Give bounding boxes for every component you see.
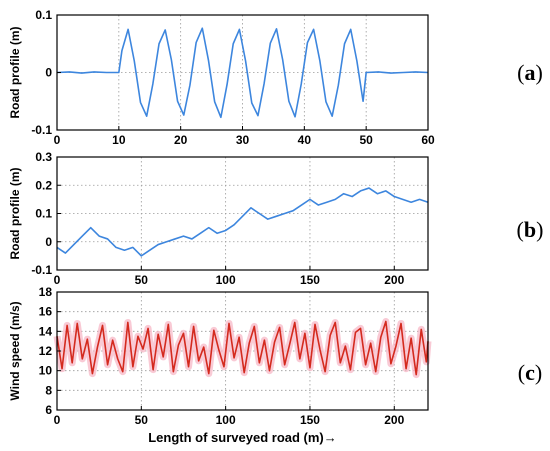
- panel-label-letter: a: [525, 60, 536, 85]
- panel-label-open: (: [518, 360, 525, 385]
- y-tick-label: 12: [39, 344, 53, 358]
- series-line: [56, 320, 429, 376]
- y-tick-label: -0.1: [31, 263, 52, 277]
- x-tick-label: 200: [384, 413, 404, 427]
- panel-label-letter: c: [525, 360, 535, 385]
- x-tick-label: 30: [236, 133, 250, 147]
- x-tick-label: 60: [421, 133, 435, 147]
- x-tick-label: 150: [300, 273, 320, 287]
- x-tick-label: 0: [54, 133, 61, 147]
- panel-label-close: ): [535, 360, 542, 385]
- x-tick-label: 20: [174, 133, 188, 147]
- y-tick-label: 0.1: [35, 8, 52, 22]
- x-tick-label: 100: [216, 273, 236, 287]
- panel-label-letter: b: [524, 217, 536, 242]
- panel-c: 0 50 100 150 200 6 8 10 12 14 16 18 Wind speed (m/s)…: [8, 285, 542, 445]
- y-tick-label: 16: [39, 305, 53, 319]
- y-tick-label: 8: [45, 383, 52, 397]
- series-line: [56, 187, 429, 257]
- x-tick-label: 0: [54, 273, 61, 287]
- x-tick-label: 50: [135, 413, 149, 427]
- x-tick-label: 40: [298, 133, 312, 147]
- y-tick-label: 0: [45, 235, 52, 249]
- x-tick-label: 150: [300, 413, 320, 427]
- panel-label-open: (: [517, 217, 524, 242]
- series-band: [53, 318, 432, 379]
- x-tick-label: 50: [359, 133, 373, 147]
- x-tick-label: 100: [216, 413, 236, 427]
- y-tick-label: 6: [45, 403, 52, 417]
- y-axis-label: Road profile (m): [8, 26, 22, 118]
- y-axis-label: Road profile (m): [8, 167, 22, 259]
- x-tick-label: 50: [135, 273, 149, 287]
- y-tick-label: 0.2: [35, 178, 52, 192]
- y-tick-label: 0.1: [35, 207, 52, 221]
- panel-label-close: ): [536, 60, 543, 85]
- series-line: [56, 27, 429, 119]
- panel-label: (b): [517, 217, 544, 242]
- y-tick-label: 0.3: [35, 150, 52, 164]
- x-axis-label: Length of surveyed road (m)→: [148, 430, 337, 445]
- x-tick-label: 200: [384, 273, 404, 287]
- panel-label: (a): [517, 60, 543, 85]
- x-tick-label: 0: [54, 413, 61, 427]
- y-tick-label: 14: [39, 324, 53, 338]
- y-tick-label: -0.1: [31, 123, 52, 137]
- y-tick-label: 18: [39, 285, 53, 299]
- panel-label: (c): [518, 360, 542, 385]
- y-tick-label: 0: [45, 66, 52, 80]
- x-tick-label: 10: [112, 133, 126, 147]
- panel-label-close: ): [536, 217, 543, 242]
- y-tick-label: 10: [39, 364, 53, 378]
- panel-label-open: (: [517, 60, 524, 85]
- y-axis-label: Wind speed (m/s): [8, 301, 22, 400]
